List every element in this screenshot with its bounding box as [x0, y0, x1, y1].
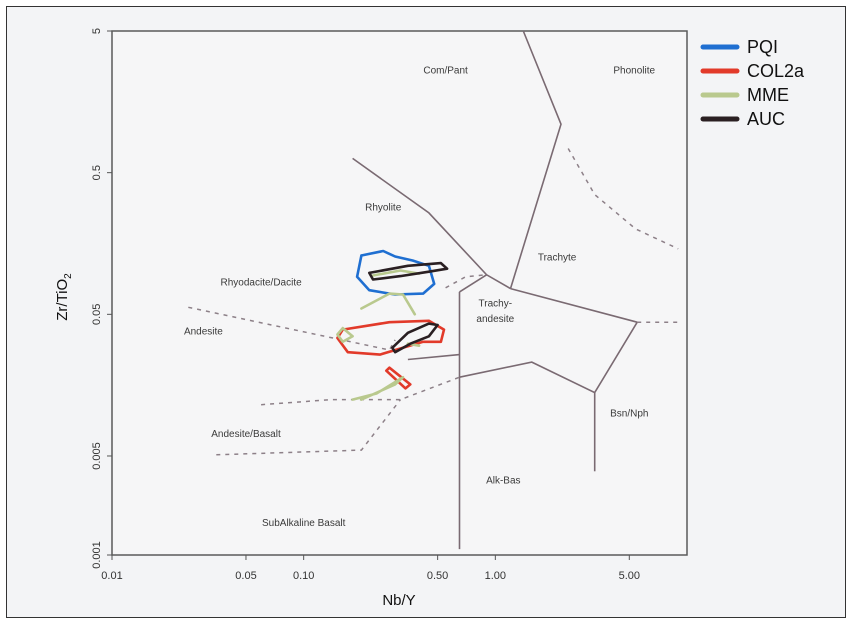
- y-tick-label-3: 0.5: [91, 165, 103, 180]
- pqi-outline-0: [355, 249, 436, 296]
- pqi-legend-label: PQI: [747, 37, 778, 57]
- x-tick-label-3: 0.50: [427, 570, 448, 582]
- dashed-boundary-line-1: [261, 376, 460, 406]
- field-label-4: Rhyodacite/Dacite: [221, 277, 303, 288]
- solid-boundary-line-5: [407, 353, 460, 361]
- col2a-outline-1: [384, 366, 412, 390]
- mme-legend-label: MME: [747, 85, 789, 105]
- mme-outline-3: [351, 375, 405, 401]
- field-label-0: Com/Pant: [423, 66, 468, 77]
- auc-outline-0: [367, 261, 449, 281]
- field-label-8: Bsn/Nph: [610, 409, 648, 420]
- x-tick-label-4: 1.00: [485, 570, 506, 582]
- col2a-outline-0: [336, 319, 446, 356]
- x-axis-ticks: 0.01 0.05 0.10 0.50 1.00 5.00: [101, 555, 640, 582]
- field-label-1: Phonolite: [613, 66, 655, 77]
- mme-outline-0: [371, 269, 421, 277]
- field-label-9: Andesite/Basalt: [211, 429, 281, 440]
- field-label-10: Alk-Bas: [486, 475, 520, 486]
- y-tick-label-2: 0.05: [91, 304, 103, 325]
- field-label-5: Trachy-: [479, 298, 513, 309]
- dashed-boundary-line-2: [216, 399, 402, 456]
- auc-legend-label: AUC: [747, 109, 785, 129]
- data-series: [336, 249, 449, 401]
- col2a-legend-label: COL2a: [747, 61, 805, 81]
- mme-outline-2: [336, 326, 354, 344]
- x-tick-label-0: 0.01: [101, 570, 122, 582]
- x-tick-label-2: 0.10: [293, 570, 314, 582]
- figure-frame: Com/Pant Phonolite Rhyolite Trachyte Rhyodac…: [6, 6, 846, 618]
- field-boundaries: [188, 30, 679, 550]
- solid-boundary-line-1: [509, 30, 562, 289]
- field-label-3: Trachyte: [538, 253, 577, 264]
- solid-boundary-line-3: [459, 274, 488, 293]
- discrimination-diagram: Com/Pant Phonolite Rhyolite Trachyte Rhyodac…: [54, 28, 805, 609]
- auc-outline-1: [390, 322, 439, 354]
- y-axis-ticks: 0.001 0.005 0.05 0.5 5: [91, 28, 112, 569]
- y-axis-label-subscript: 2: [63, 273, 74, 279]
- y-tick-label-4: 5: [91, 28, 103, 34]
- y-tick-label-0: 0.001: [91, 541, 103, 569]
- field-labels: Com/Pant Phonolite Rhyolite Trachyte Rhyodac…: [184, 66, 656, 529]
- y-tick-label-1: 0.005: [91, 442, 103, 470]
- field-label-7: Andesite: [184, 327, 223, 338]
- x-tick-label-1: 0.05: [235, 570, 256, 582]
- field-label-11: SubAlkaline Basalt: [262, 518, 346, 529]
- x-axis-label: Nb/Y: [382, 592, 415, 609]
- y-axis-label-main: Zr/TiO: [54, 279, 71, 321]
- mme-outline-1: [360, 292, 417, 316]
- x-tick-label-5: 5.00: [619, 570, 640, 582]
- legend: PQI COL2a MME AUC: [700, 37, 805, 129]
- solid-boundary-line-0: [352, 157, 511, 290]
- field-label-6: andesite: [476, 314, 514, 325]
- field-label-2: Rhyolite: [365, 203, 402, 214]
- y-axis-label: Zr/TiO2: [54, 273, 74, 321]
- dashed-boundary-line-5: [445, 274, 487, 289]
